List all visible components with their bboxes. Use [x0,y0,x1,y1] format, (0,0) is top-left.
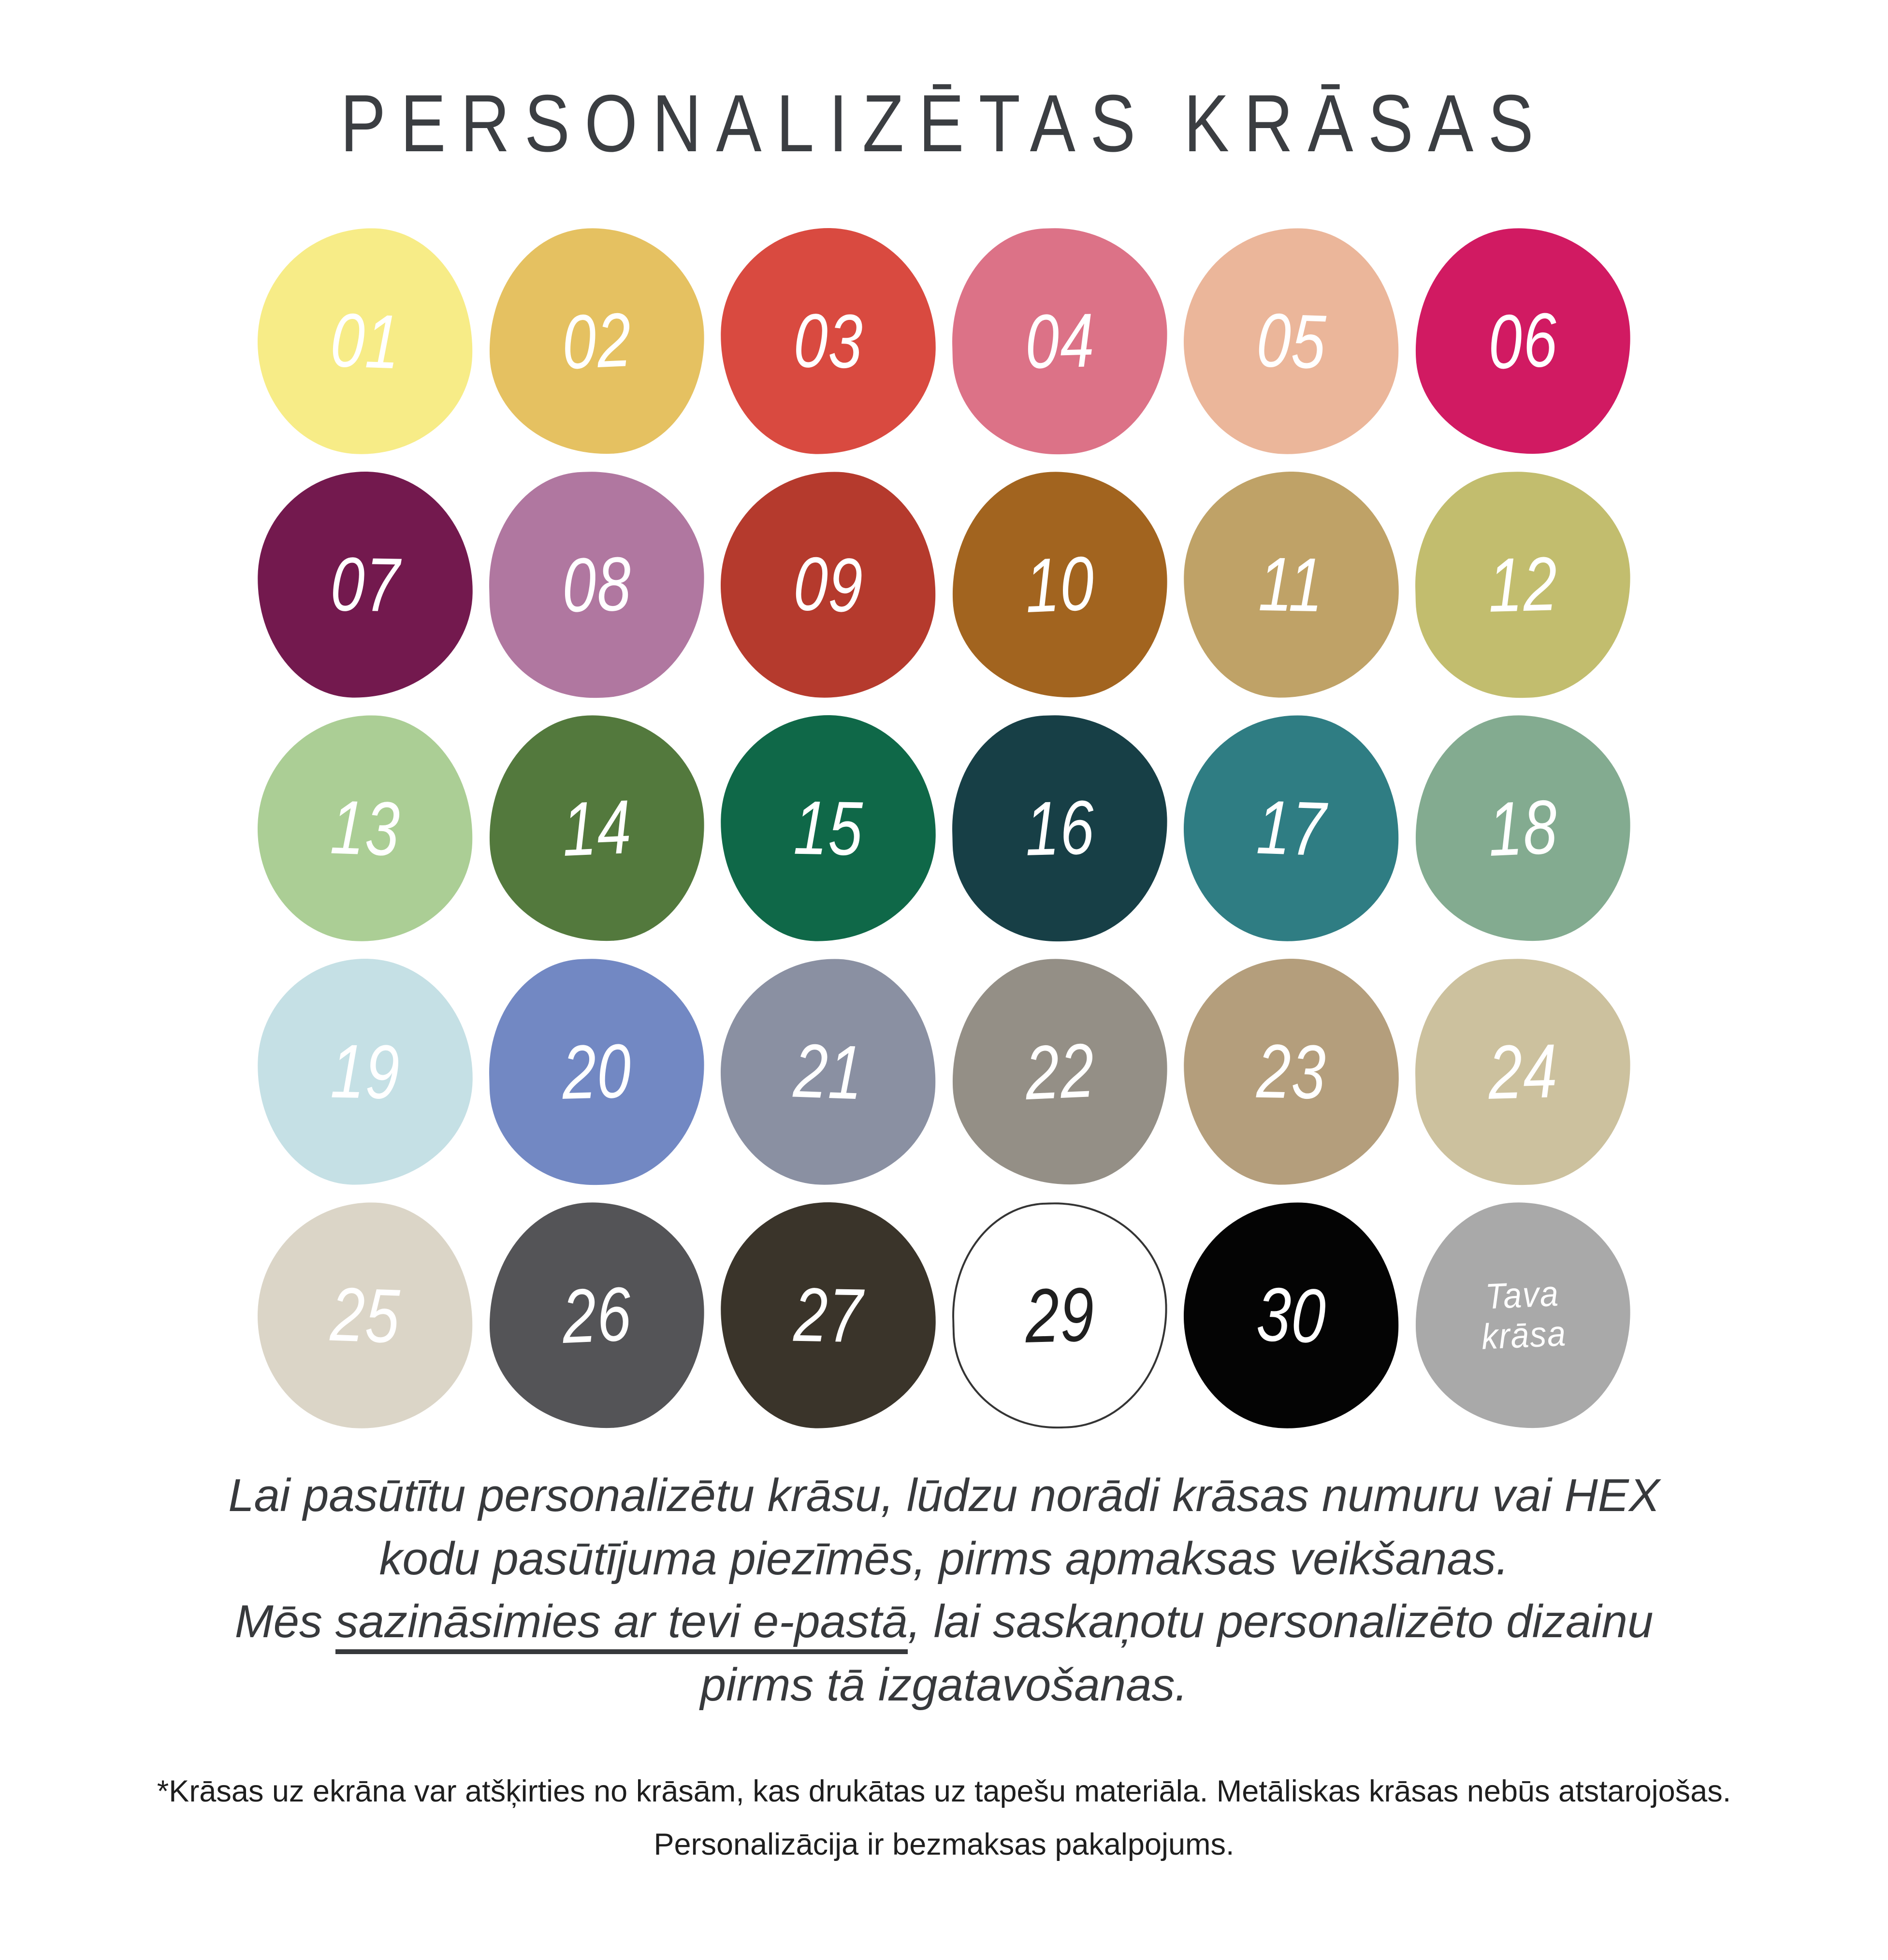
color-swatch[interactable]: 23 [1181,957,1401,1187]
color-swatch-grid: 01 02 03 04 05 06 07 08 09 10 11 12 13 1… [253,223,1635,1433]
color-swatch-label: Tava krāsa [1480,1273,1567,1357]
color-swatch-label: 06 [1486,297,1560,385]
color-swatch[interactable]: 14 [484,710,709,946]
color-swatch[interactable]: 11 [1181,470,1401,700]
color-swatch[interactable]: 16 [949,712,1171,944]
color-swatch-label: 21 [792,1028,865,1115]
color-swatch[interactable]: 09 [716,468,940,702]
color-swatch[interactable]: 30 [1179,1198,1403,1432]
header: PERSONALIZĒTAS KRĀSAS [0,72,1888,174]
color-swatch[interactable]: 10 [947,467,1172,703]
color-swatch[interactable]: 15 [718,713,938,943]
description-line-2: kodu pasūtījuma piezīmēs, pirms apmaksas… [379,1532,1509,1585]
color-swatch[interactable]: 06 [1410,223,1635,459]
color-swatch-label: 09 [792,541,865,628]
color-swatch[interactable]: 20 [486,956,708,1188]
footnote-line-1: *Krāsas uz ekrāna var atšķirties no krās… [157,1774,1731,1809]
description-line-4: pirms tā izgatavošanas. [700,1658,1188,1711]
color-swatch[interactable]: 29 [949,1199,1171,1431]
color-swatch[interactable]: 03 [718,226,938,456]
color-swatch-label: 26 [560,1271,634,1359]
color-swatch-label: 22 [1023,1027,1097,1116]
color-swatch-label: 30 [1255,1271,1328,1359]
color-swatch[interactable]: 01 [253,224,477,458]
color-swatch-label: 27 [793,1272,864,1358]
color-swatch-label: 23 [1256,1028,1327,1115]
color-swatch[interactable]: 24 [1412,956,1634,1188]
color-swatch-label: 29 [1024,1271,1096,1359]
color-swatch-label: 03 [793,298,864,384]
color-swatch[interactable]: 12 [1412,469,1634,701]
color-swatch[interactable]: 22 [947,954,1172,1190]
color-swatch-label: 11 [1258,541,1325,628]
color-swatch[interactable]: 26 [484,1197,709,1433]
footnote-line-2: Personalizācija ir bezmaksas pakalpojums… [654,1828,1234,1862]
description-line-3: Mēs sazināsimies ar tevi e-pastā, lai sa… [84,1590,1804,1655]
footnote: *Krāsas uz ekrāna var atšķirties no krās… [18,1765,1870,1872]
color-swatch[interactable]: Tava krāsa [1410,1197,1635,1433]
color-swatch-label: 19 [330,1028,401,1115]
email-contact-link[interactable]: sazināsimies ar tevi e-pastā [335,1596,908,1655]
color-swatch-label: 01 [329,297,402,385]
color-swatch-label: 18 [1486,784,1560,872]
color-swatch-label: 16 [1024,784,1096,872]
color-swatch-label: 02 [560,297,634,385]
color-swatch-label: 12 [1487,541,1559,628]
color-swatch[interactable]: 25 [253,1198,477,1432]
description: Lai pasūtītu personalizētu krāsu, lūdzu … [84,1464,1804,1716]
color-swatch[interactable]: 04 [949,225,1171,457]
description-line-3-prefix: Mēs [234,1596,335,1648]
color-swatch-label: 14 [560,784,634,872]
color-swatch-label: 13 [329,784,402,872]
page-title: PERSONALIZĒTAS KRĀSAS [340,78,1548,169]
color-swatch-label: 25 [329,1271,402,1359]
color-swatch-label: 20 [561,1028,633,1115]
color-swatch[interactable]: 21 [716,955,940,1189]
color-swatch-label: 15 [793,785,864,871]
color-swatch-label: 10 [1023,540,1097,629]
color-swatch[interactable]: 05 [1179,224,1403,458]
color-swatch-label: 07 [330,541,401,628]
color-swatch[interactable]: 19 [255,957,475,1187]
color-swatch[interactable]: 07 [255,470,475,700]
color-swatch[interactable]: 18 [1410,710,1635,946]
color-swatch[interactable]: 17 [1179,711,1403,945]
color-swatch-label: 05 [1255,297,1328,385]
color-swatch[interactable]: 13 [253,711,477,945]
color-swatch[interactable]: 02 [484,223,709,459]
color-swatch-label: 24 [1487,1028,1559,1115]
description-line-3-suffix: , lai saskaņotu personalizēto dizainu [908,1596,1654,1648]
color-swatch-label: 04 [1024,297,1096,385]
color-swatch-label: 17 [1255,784,1328,872]
color-swatch[interactable]: 27 [718,1200,938,1430]
description-line-1: Lai pasūtītu personalizētu krāsu, lūdzu … [228,1470,1660,1521]
color-swatch-label: 08 [561,541,633,628]
color-swatch[interactable]: 08 [486,469,708,701]
